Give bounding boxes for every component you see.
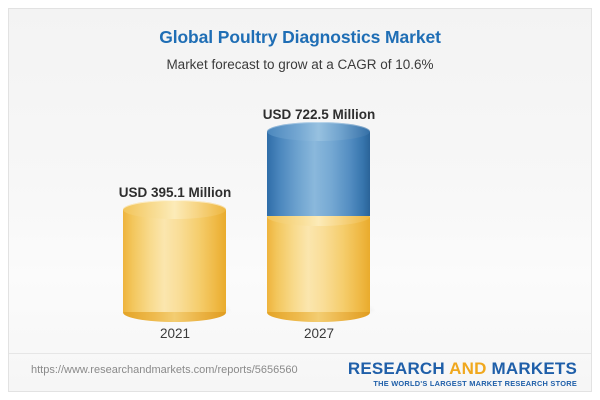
logo-word-research: RESEARCH (347, 359, 450, 378)
cylinder-top-2027 (267, 121, 370, 141)
bar-segment-2027-base (267, 206, 370, 322)
research-and-markets-logo[interactable]: RESEARCH AND MARKETS THE WORLD'S LARGEST… (348, 360, 577, 387)
data-label-2027: USD 722.5 Million (262, 107, 376, 122)
logo-word-markets: MARKETS (486, 359, 577, 378)
report-url-link[interactable]: https://www.researchandmarkets.com/repor… (31, 364, 298, 376)
chart-card: Global Poultry Diagnostics Market Market… (8, 8, 592, 392)
footer-divider (9, 353, 591, 354)
chart-plot-area: USD 395.1 Million 2021 USD 722.5 Million (9, 9, 591, 349)
logo-word-and: AND (449, 359, 487, 378)
footer: https://www.researchandmarkets.com/repor… (9, 354, 591, 391)
bar-2021[interactable] (123, 199, 230, 322)
page-title: Global Poultry Diagnostics Market (159, 27, 441, 47)
logo-wordmark: RESEARCH AND MARKETS (348, 360, 577, 377)
cylinder-body-2027-growth (267, 131, 370, 216)
bar-segment-2027-growth (267, 121, 370, 216)
cylinder-body-2021 (123, 209, 226, 312)
data-label-2021: USD 395.1 Million (118, 185, 232, 200)
category-label-2027: 2027 (303, 326, 335, 341)
cylinder-body-2027-base (267, 216, 370, 312)
bar-2027[interactable] (267, 121, 374, 322)
bar-segment-2021-base (123, 199, 226, 322)
cylinder-top-2021 (123, 199, 226, 219)
category-label-2021: 2021 (159, 326, 191, 341)
chart-subtitle: Market forecast to grow at a CAGR of 10.… (166, 57, 434, 72)
logo-tagline: THE WORLD'S LARGEST MARKET RESEARCH STOR… (373, 379, 577, 388)
